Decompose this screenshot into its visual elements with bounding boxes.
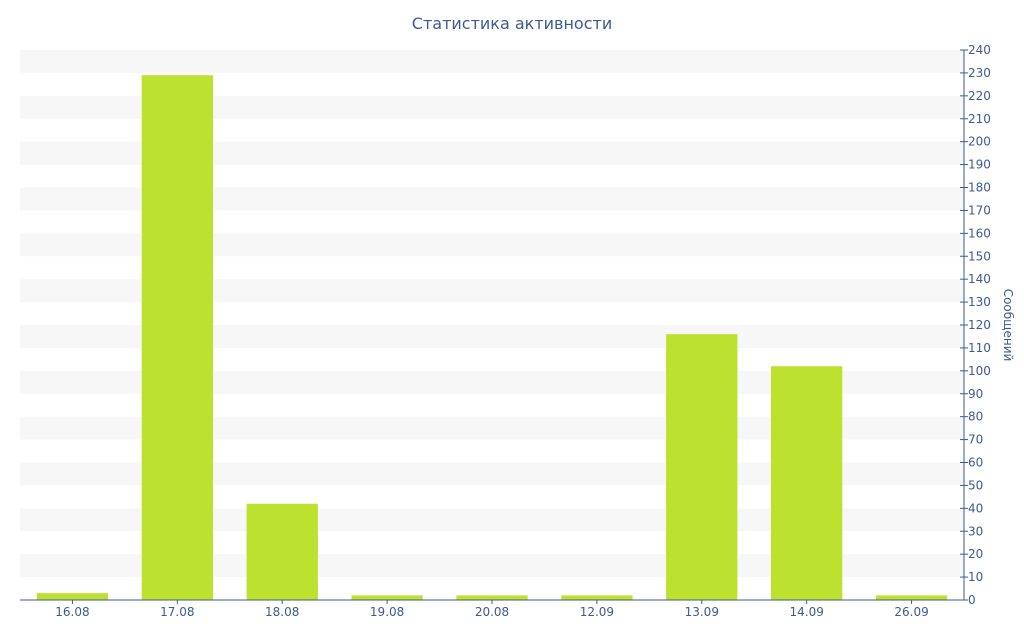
y-axis-title: Сообщений <box>1001 289 1015 362</box>
grid-band <box>20 95 964 119</box>
x-tick-label: 20.08 <box>475 605 509 619</box>
y-tick-label: 230 <box>968 66 991 80</box>
y-tick-label: 70 <box>968 433 983 447</box>
y-tick-label: 50 <box>968 478 983 492</box>
bar-18.08 <box>246 503 318 600</box>
y-tick-label: 190 <box>968 158 991 172</box>
y-tick-label: 120 <box>968 318 991 332</box>
bar-12.09 <box>561 595 633 600</box>
x-tick-label: 18.08 <box>265 605 299 619</box>
x-axis: 16.08 17.08 18.08 19.08 20.08 12.09 13.09 14.09… <box>20 599 964 619</box>
x-tick-label: 26.09 <box>894 605 928 619</box>
y-tick-label: 240 <box>968 43 991 57</box>
y-tick-label: 220 <box>968 89 991 103</box>
x-tick-label: 12.09 <box>580 605 614 619</box>
x-tick-label: 13.09 <box>685 605 719 619</box>
y-tick-label: 30 <box>968 524 983 538</box>
y-tick-label: 80 <box>968 410 983 424</box>
bar-26.09 <box>875 595 948 600</box>
y-tick-label: 90 <box>968 387 983 401</box>
y-tick-label: 10 <box>968 570 983 584</box>
y-tick-label: 60 <box>968 456 983 470</box>
grid-band <box>20 233 964 257</box>
y-tick-label: 0 <box>968 593 976 607</box>
grid-band <box>20 279 964 303</box>
y-tick-label: 170 <box>968 203 991 217</box>
x-tick-label: 19.08 <box>370 605 404 619</box>
x-tick-label: 16.08 <box>55 605 89 619</box>
bar-20.08 <box>456 595 528 600</box>
y-tick-label: 130 <box>968 295 991 309</box>
grid-band <box>20 187 964 211</box>
chart-title: Статистика активности <box>411 14 613 33</box>
y-tick-label: 100 <box>968 364 991 378</box>
y-tick-label: 40 <box>968 501 983 515</box>
y-tick-label: 110 <box>968 341 991 355</box>
bar-16.08 <box>36 593 109 600</box>
bar-14.09 <box>771 366 843 600</box>
y-tick-label: 150 <box>968 249 991 263</box>
y-tick-label: 180 <box>968 181 991 195</box>
grid-band <box>20 141 964 165</box>
y-axis: 0 10 20 30 40 50 60 70 80 90 100 110 120 130 140 150 160… <box>960 43 991 607</box>
y-tick-label: 160 <box>968 226 991 240</box>
y-tick-label: 20 <box>968 547 983 561</box>
y-tick-label: 210 <box>968 112 991 126</box>
bar-19.08 <box>351 595 423 600</box>
x-tick-label: 17.08 <box>160 605 194 619</box>
bar-17.08 <box>141 75 213 601</box>
y-tick-label: 140 <box>968 272 991 286</box>
bar-series <box>36 75 948 601</box>
y-tick-label: 200 <box>968 135 991 149</box>
x-tick-label: 14.09 <box>789 605 823 619</box>
grid-band <box>20 50 964 73</box>
bar-13.09 <box>666 334 738 600</box>
